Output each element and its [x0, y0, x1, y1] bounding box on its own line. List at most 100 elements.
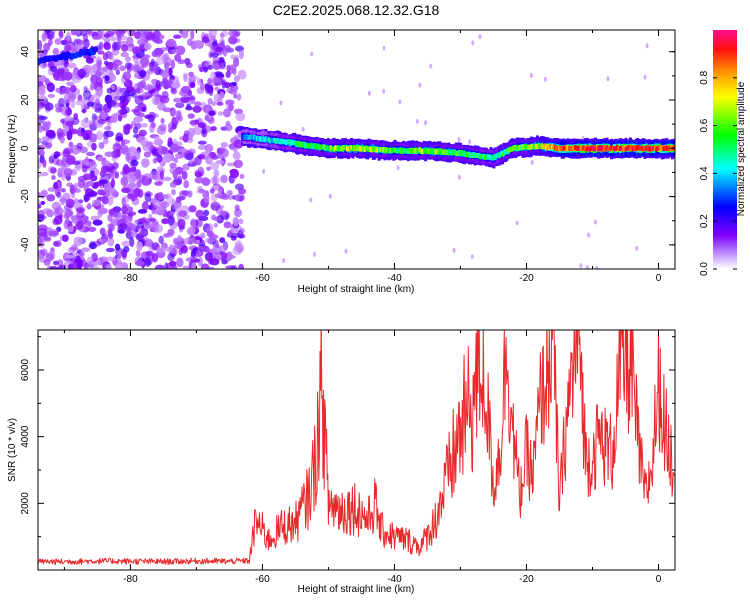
- signal-band-cell: [466, 152, 469, 158]
- noise-speckle: [130, 195, 136, 202]
- signal-band-cell: [495, 153, 498, 159]
- signal-band-cell: [482, 153, 485, 159]
- noise-speckle: [415, 118, 419, 124]
- noise-speckle: [65, 155, 76, 165]
- signal-band-cell: [569, 146, 572, 151]
- noise-speckle: [38, 144, 44, 154]
- noise-speckle: [169, 181, 177, 188]
- signal-band-cell: [324, 145, 327, 151]
- noise-speckle: [67, 226, 74, 233]
- noise-speckle: [209, 52, 219, 58]
- noise-speckle: [131, 108, 140, 113]
- signal-band-cell: [520, 145, 523, 151]
- noise-speckle: [169, 210, 176, 216]
- signal-band-cell: [388, 148, 391, 153]
- noise-speckle: [188, 94, 196, 105]
- noise-speckle: [90, 74, 98, 85]
- noise-speckle: [96, 77, 103, 86]
- signal-band-cell: [411, 148, 414, 154]
- noise-speckle: [122, 71, 132, 81]
- signal-band-cell: [603, 146, 606, 152]
- snr-series-line: [38, 330, 675, 566]
- noise-speckle: [151, 207, 156, 215]
- noise-speckle: [219, 91, 225, 99]
- noise-speckle: [38, 48, 44, 58]
- noise-speckle: [91, 142, 97, 151]
- signal-band-cell: [521, 144, 525, 150]
- signal-band-cell: [479, 154, 482, 160]
- noise-speckle: [40, 248, 48, 256]
- noise-speckle: [110, 218, 120, 226]
- signal-band-cell: [620, 145, 623, 151]
- signal-band-cell: [578, 145, 581, 151]
- signal-band-cell: [592, 146, 596, 152]
- noise-speckle: [103, 33, 111, 39]
- signal-band: [241, 126, 675, 169]
- signal-band-cell: [591, 145, 594, 151]
- noise-speckle: [44, 102, 54, 111]
- signal-band-cell: [430, 148, 433, 154]
- noise-speckle: [206, 230, 215, 238]
- noise-speckle: [109, 36, 117, 42]
- noise-speckle: [110, 178, 115, 189]
- signal-band-cell: [340, 146, 343, 152]
- noise-speckle: [206, 166, 212, 171]
- noise-speckle: [110, 114, 118, 119]
- noise-speckle: [168, 67, 173, 77]
- noise-speckle: [150, 58, 155, 66]
- noise-speckle: [191, 262, 197, 269]
- signal-band-cell: [408, 148, 411, 153]
- noise-speckle: [101, 196, 109, 205]
- noise-speckle: [120, 51, 129, 58]
- noise-speckle: [163, 152, 173, 163]
- noise-speckle: [103, 37, 111, 44]
- signal-band-cell: [581, 145, 584, 151]
- signal-band-cell: [659, 145, 663, 151]
- noise-speckle: [105, 247, 115, 253]
- noise-speckle: [117, 223, 128, 230]
- noise-speckle: [119, 95, 126, 103]
- signal-band-cell: [546, 145, 549, 151]
- noise-speckle: [168, 127, 173, 133]
- noise-speckle: [63, 71, 73, 81]
- signal-band-cell: [279, 139, 282, 145]
- noise-speckle: [177, 175, 183, 185]
- noise-speckle: [203, 209, 210, 217]
- noise-speckle: [233, 57, 240, 68]
- signal-band-cell: [401, 147, 404, 153]
- noise-speckle: [138, 230, 148, 236]
- noise-speckle: [107, 237, 115, 247]
- noise-speckle: [221, 259, 228, 265]
- noise-speckle: [98, 71, 104, 76]
- noise-speckle: [209, 258, 220, 266]
- noise-speckle: [237, 246, 244, 253]
- signal-band-cell: [616, 145, 619, 150]
- noise-speckle: [136, 81, 145, 90]
- signal-band-cell: [334, 145, 337, 151]
- noise-speckle: [86, 151, 95, 157]
- signal-band-cell: [328, 146, 331, 152]
- noise-speckle: [194, 39, 201, 48]
- noise-speckle: [189, 82, 196, 88]
- noise-speckle: [76, 142, 83, 149]
- noise-speckle: [135, 260, 145, 267]
- noise-speckle: [217, 111, 224, 116]
- noise-speckle: [48, 38, 53, 46]
- signal-band-cell: [438, 148, 442, 154]
- noise-speckle: [90, 265, 100, 269]
- noise-speckle: [470, 254, 474, 260]
- noise-speckle: [133, 116, 143, 123]
- noise-speckle: [134, 122, 142, 130]
- signal-band-cell: [440, 148, 443, 154]
- signal-band-cell: [649, 146, 652, 152]
- noise-speckle: [108, 228, 113, 238]
- noise-speckle: [234, 32, 240, 37]
- noise-speckle: [197, 122, 207, 128]
- x-tick-label: -80: [123, 273, 138, 284]
- noise-speckle: [155, 49, 162, 58]
- signal-band-cell: [344, 145, 347, 151]
- noise-speckle: [155, 264, 165, 269]
- signal-band-cell: [463, 151, 466, 157]
- noise-speckle: [75, 256, 81, 265]
- noise-speckle: [156, 246, 166, 253]
